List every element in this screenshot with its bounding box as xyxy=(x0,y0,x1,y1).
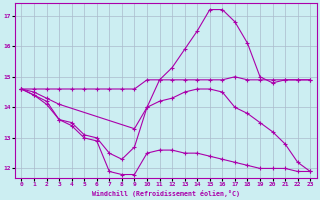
X-axis label: Windchill (Refroidissement éolien,°C): Windchill (Refroidissement éolien,°C) xyxy=(92,190,240,197)
